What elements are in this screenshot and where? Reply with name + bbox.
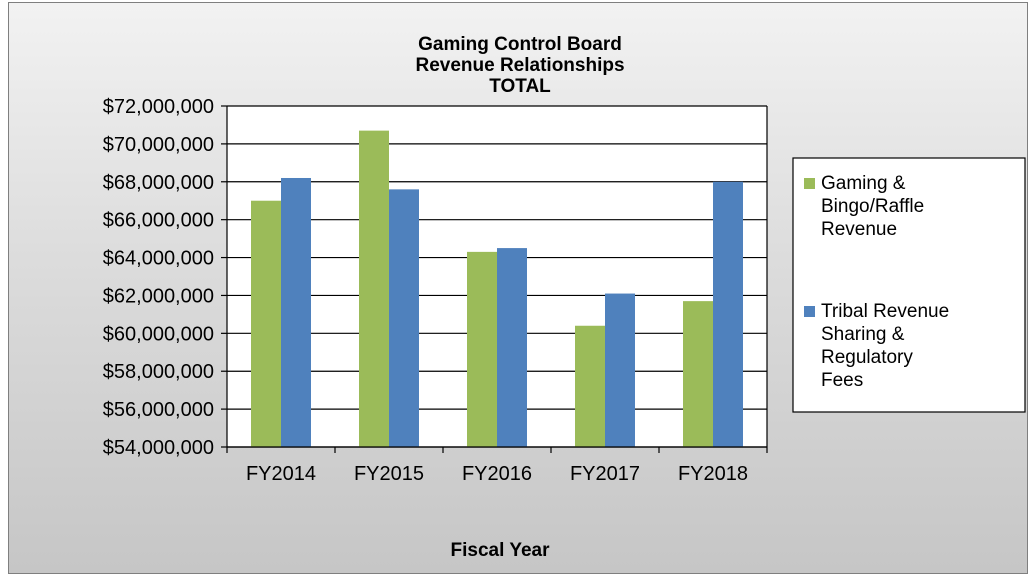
x-axis-tick-labels: FY2014 FY2015 FY2016 FY2017 FY2018 [246,463,748,485]
x-tick-label: FY2014 [246,463,316,485]
y-tick-label: $54,000,000 [103,437,214,459]
legend-label: Tribal Revenue [821,301,949,322]
bar-series-1-fy2016 [467,251,497,447]
legend-label: Revenue [821,219,897,240]
legend-box [792,157,1026,413]
bar-series-2-fy2018 [713,181,743,447]
legend-label: Regulatory [821,347,913,368]
y-tick-label: $62,000,000 [103,285,214,307]
legend-label: Gaming & [821,173,906,194]
y-tick-label: $64,000,000 [103,248,214,270]
y-tick-label: $58,000,000 [103,361,214,383]
chart-title-line: Revenue Relationships [415,55,624,76]
bar-series-2-fy2014 [281,177,311,447]
bars [251,130,743,447]
x-tick-label: FY2015 [354,463,424,485]
y-tick-label: $60,000,000 [103,323,214,345]
bar-series-1-fy2017 [575,325,605,447]
y-axis-tick-labels: $54,000,000 $56,000,000 $58,000,000 $60,000… [103,96,214,459]
bar-series-2-fy2016 [497,248,527,447]
legend-swatch [804,306,815,317]
legend-label: Fees [821,370,863,391]
chart-area: Gaming Control Board Revenue Relationship… [8,2,1028,574]
y-tick-label: $56,000,000 [103,399,214,421]
x-axis-label: Fiscal Year [451,540,551,561]
y-tick-label: $70,000,000 [103,134,214,156]
bar-series-2-fy2017 [605,293,635,447]
bar-series-2-fy2015 [389,189,419,447]
legend-label: Bingo/Raffle [821,196,924,217]
chart-title-line: Gaming Control Board [418,34,622,55]
bar-series-1-fy2014 [251,200,281,447]
y-tick-label: $66,000,000 [103,210,214,232]
chart-title-line: TOTAL [489,76,551,97]
axes [226,106,768,453]
y-tick-label: $72,000,000 [103,96,214,118]
x-tick-label: FY2018 [678,463,748,485]
legend-swatch [804,178,815,189]
y-tick-label: $68,000,000 [103,172,214,194]
legend-label: Sharing & [821,324,905,345]
bar-series-1-fy2015 [359,130,389,447]
x-tick-label: FY2017 [570,463,640,485]
x-tick-label: FY2016 [462,463,532,485]
bar-series-1-fy2018 [683,301,713,447]
